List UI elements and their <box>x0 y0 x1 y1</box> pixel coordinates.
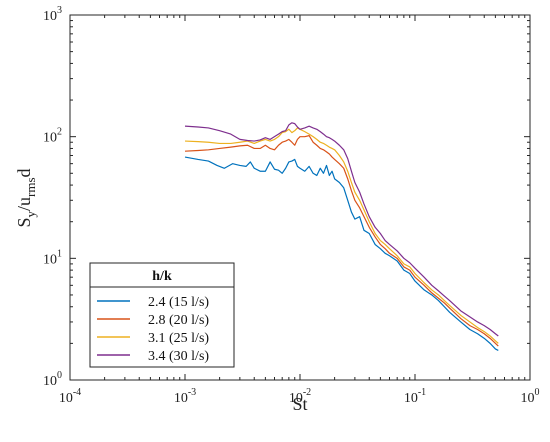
y-tick-label: 100 <box>43 370 62 389</box>
x-tick-label: 10-4 <box>59 387 81 406</box>
x-axis-label: St <box>292 394 307 414</box>
series-line-3 <box>184 127 499 344</box>
y-axis-label: Sy/urmsd <box>14 168 38 227</box>
x-tick-label: 10-2 <box>289 387 311 406</box>
legend-entry-1: 2.4 (15 l/s) <box>148 295 209 310</box>
plot-frame <box>69 14 531 381</box>
y-tick-label: 103 <box>43 5 62 24</box>
series-line-2 <box>184 135 499 347</box>
series-line-1 <box>184 156 499 351</box>
y-axis-label-sub1: y <box>23 211 38 218</box>
legend-entry-4: 3.4 (30 l/s) <box>148 349 209 364</box>
x-tick-label: 100 <box>521 387 540 406</box>
series-layer <box>184 122 499 351</box>
y-axis-label-sub2: rms <box>23 177 38 197</box>
y-axis-label-main: S <box>14 218 34 228</box>
y-tick-label: 101 <box>43 248 62 267</box>
legend-entries: 2.4 (15 l/s) 2.8 (20 l/s) 3.1 (25 l/s) 3.4 … <box>97 295 209 364</box>
legend-entry-2: 2.8 (20 l/s) <box>148 313 209 328</box>
legend-box <box>89 262 235 368</box>
y-axis-label-mid: /u <box>14 197 34 211</box>
y-axis-label-tail: d <box>14 168 34 177</box>
legend: h/k 2.4 (15 l/s) 2.8 (20 l/s) 3.1 (25 l/s)… <box>89 262 235 368</box>
series-line-4 <box>184 122 499 337</box>
legend-entry-3: 3.1 (25 l/s) <box>148 331 209 346</box>
ticks-layer: 10-4 10-3 10-2 10-1 100 100 101 102 103 <box>43 5 540 406</box>
legend-title: h/k <box>152 269 172 284</box>
y-tick-label: 102 <box>43 127 62 146</box>
x-tick-label: 10-3 <box>174 387 196 406</box>
x-tick-label: 10-1 <box>404 387 426 406</box>
